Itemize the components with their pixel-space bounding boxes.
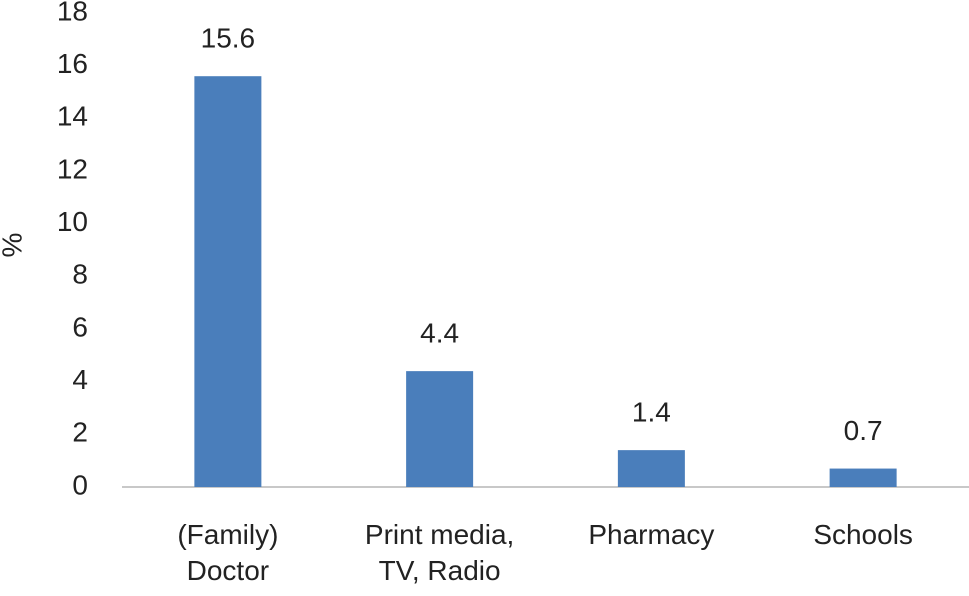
y-tick-label: 2 <box>72 417 88 448</box>
y-tick-label: 18 <box>57 0 88 26</box>
y-tick-label: 16 <box>57 48 88 79</box>
x-tick-label: Schools <box>813 519 913 550</box>
bar <box>406 371 474 487</box>
value-label: 1.4 <box>632 397 671 428</box>
x-tick-label: Print media, TV, Radio <box>364 519 515 586</box>
y-tick-label: 14 <box>57 101 88 132</box>
y-tick-label: 6 <box>72 311 88 342</box>
y-axis-label: % <box>0 233 27 258</box>
bar <box>829 468 897 487</box>
bar <box>194 76 262 487</box>
y-tick-label: 10 <box>57 206 88 237</box>
y-tick-label: 8 <box>72 259 88 290</box>
value-label: 4.4 <box>420 318 459 349</box>
value-label: 15.6 <box>201 23 256 54</box>
y-tick-label: 12 <box>57 153 88 184</box>
x-tick-label: Pharmacy <box>588 519 715 550</box>
bar <box>617 450 685 487</box>
x-tick-label: (Family) Doctor <box>177 519 279 586</box>
value-label: 0.7 <box>844 415 883 446</box>
y-tick-label: 4 <box>72 364 88 395</box>
y-tick-label: 0 <box>72 469 88 500</box>
